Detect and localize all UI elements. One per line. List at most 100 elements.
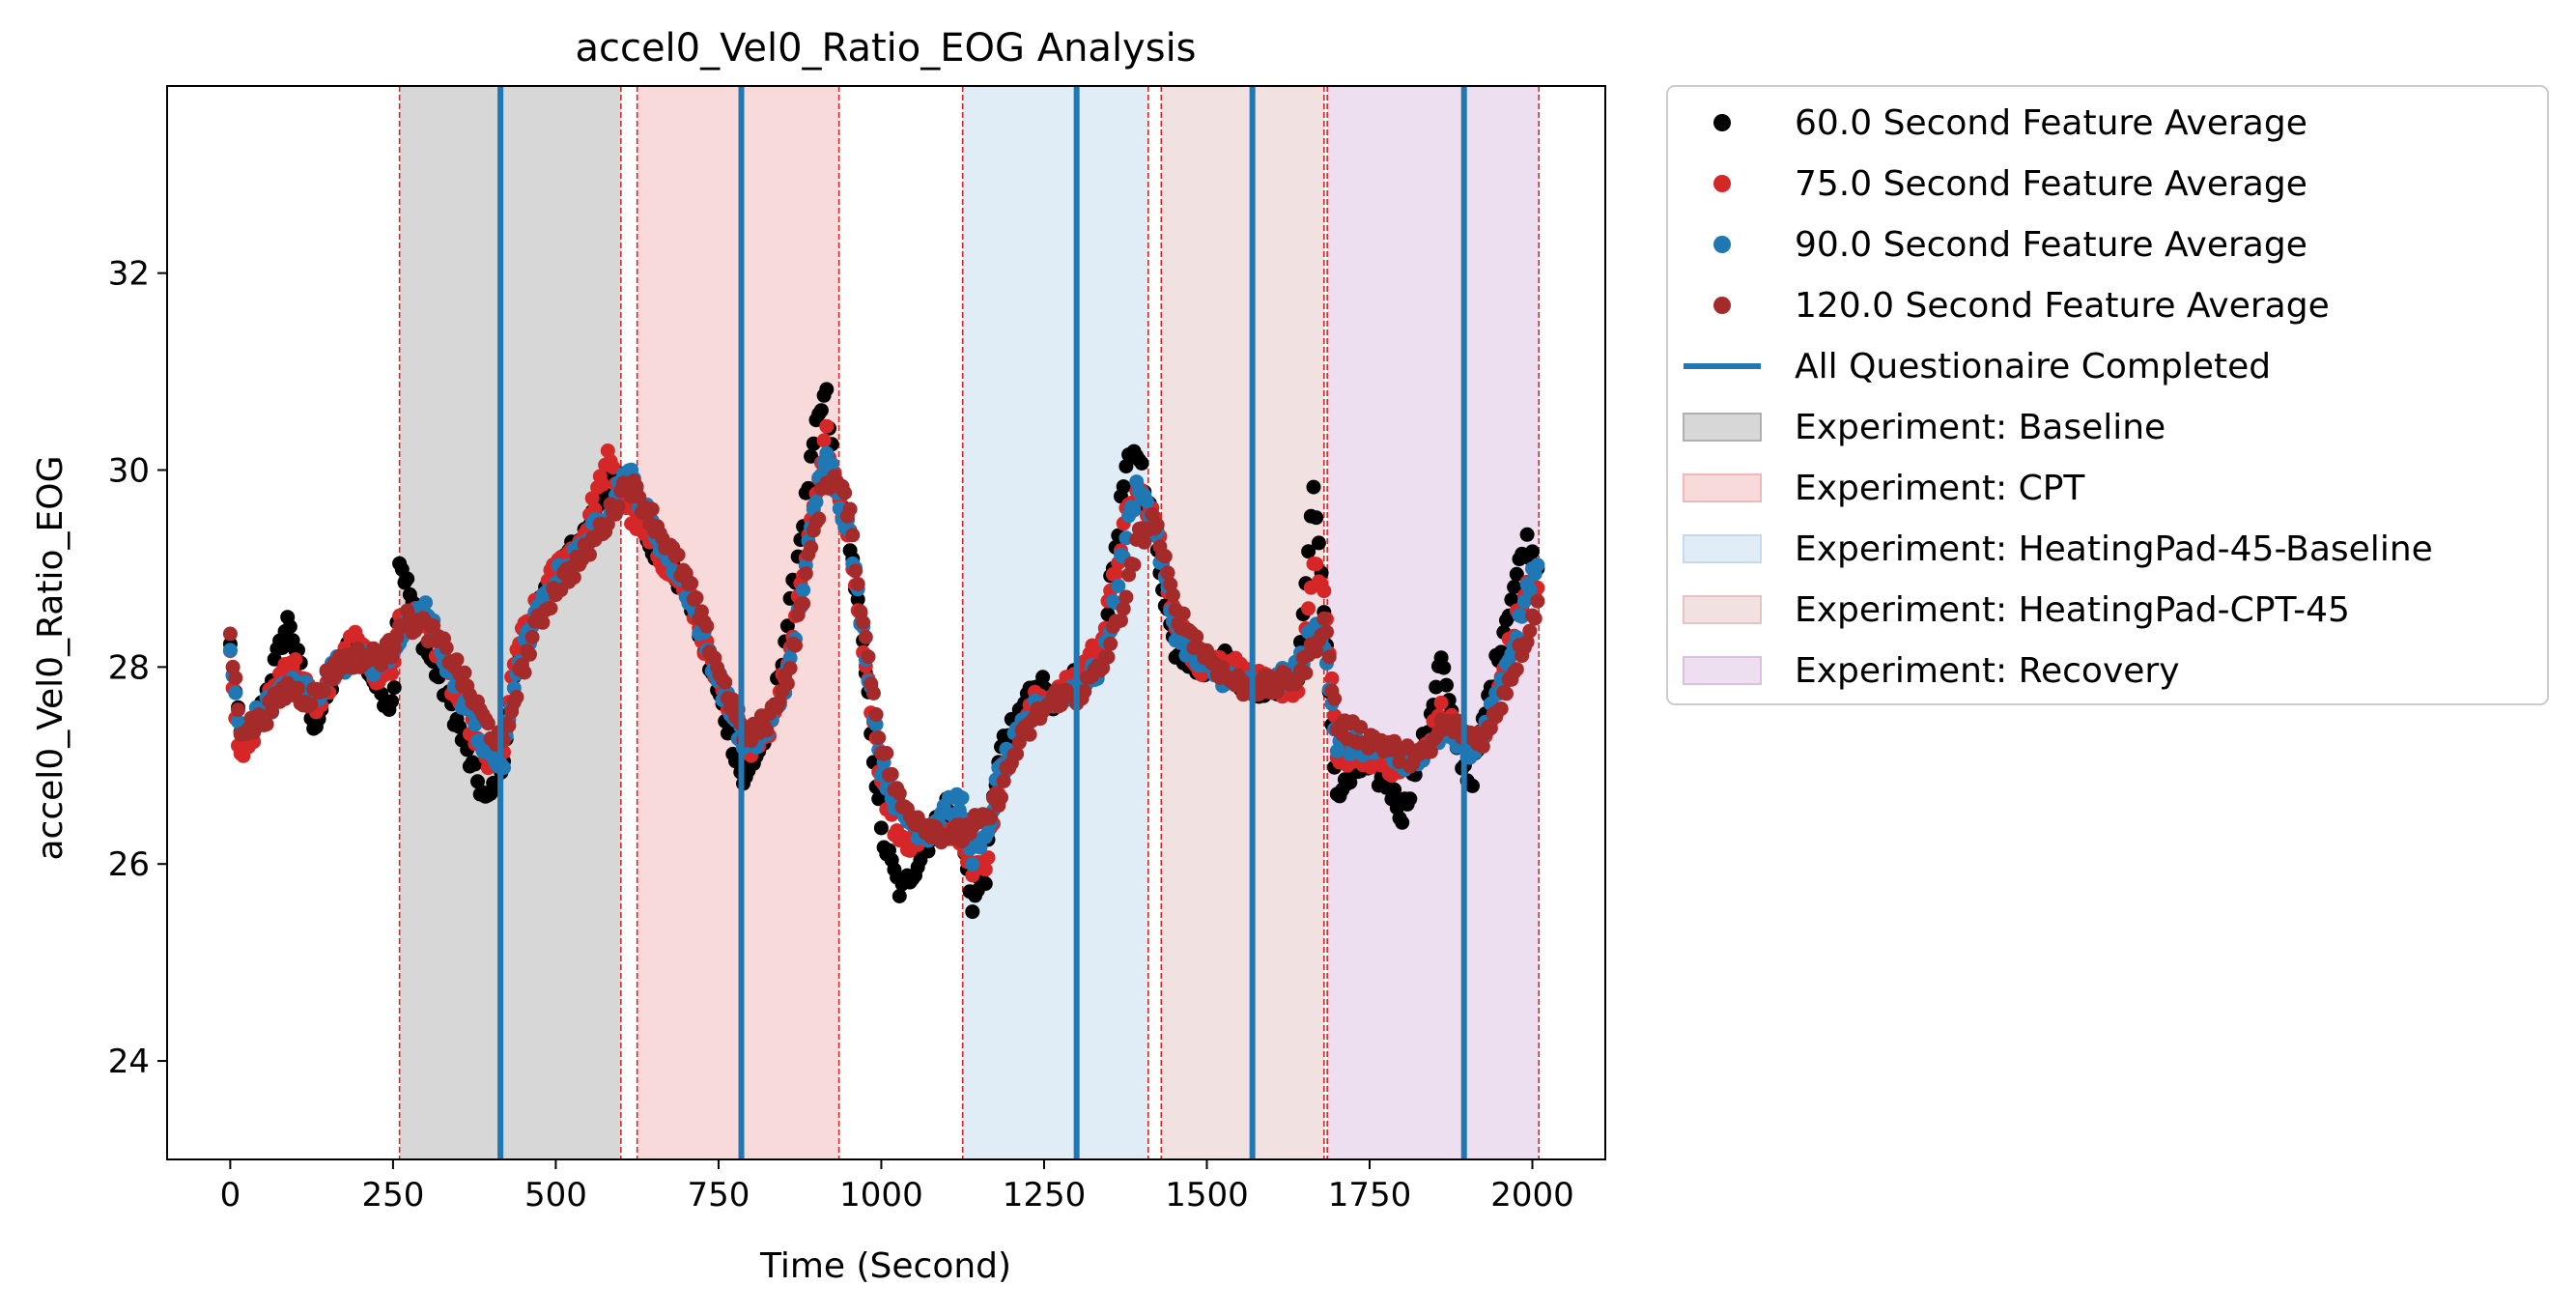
point-0-453 [1402, 791, 1418, 807]
legend-label-9: Experiment: Recovery [1795, 651, 2180, 691]
x-tick-label-8: 2000 [1490, 1176, 1574, 1215]
point-1-62 [384, 666, 400, 681]
point-3-359 [1157, 549, 1173, 564]
point-3-371 [1189, 629, 1204, 644]
point-3-302 [1009, 746, 1025, 761]
point-1-229 [819, 418, 835, 434]
point-3-247 [865, 685, 881, 700]
legend-label-7: Experiment: HeatingPad-45-Baseline [1795, 529, 2433, 569]
y-tick-label-4: 32 [108, 255, 150, 294]
point-1-465 [1433, 695, 1449, 710]
point-0-492 [1504, 592, 1519, 608]
x-axis: 0 250 500 750 1000 1250 1500 1750 2000 [220, 1159, 1574, 1215]
plot-area [166, 85, 1606, 1160]
point-3-36 [316, 683, 331, 699]
legend-label-1: 75.0 Second Feature Average [1795, 164, 2307, 204]
x-axis-label: Time (Second) [759, 1246, 1011, 1286]
point-3-420 [1316, 611, 1332, 626]
point-3-239 [845, 528, 861, 543]
point-3-502 [1530, 593, 1545, 609]
legend-entry-7: Experiment: HeatingPad-45-Baseline [1683, 529, 2433, 569]
point-2-231 [824, 456, 839, 472]
point-0-214 [779, 618, 795, 634]
x-tick-label-3: 750 [687, 1176, 750, 1215]
legend-label-4: All Questionaire Completed [1795, 347, 2271, 386]
point-3-31 [303, 697, 319, 712]
legend-label-0: 60.0 Second Feature Average [1795, 103, 2307, 143]
point-3-494 [1509, 662, 1524, 677]
point-3-220 [796, 596, 811, 612]
point-3-244 [858, 629, 873, 644]
point-0-343 [1116, 479, 1131, 495]
point-0-430 [1343, 775, 1358, 790]
point-3-422 [1321, 649, 1337, 665]
point-3-424 [1327, 691, 1343, 706]
legend-marker-2 [1713, 236, 1731, 253]
legend-marker-8 [1683, 595, 1762, 624]
point-1-147 [606, 460, 621, 475]
x-tick-label-7: 1750 [1328, 1176, 1412, 1215]
point-3-214 [779, 676, 795, 691]
point-0-63 [386, 680, 402, 696]
point-1-423 [1324, 671, 1340, 686]
point-2-347 [1126, 502, 1142, 518]
point-0-498 [1519, 527, 1535, 542]
point-3-501 [1527, 611, 1543, 626]
point-0-223 [804, 448, 819, 464]
point-3-3 [231, 702, 245, 718]
point-0-477 [1465, 778, 1480, 793]
point-3-297 [996, 773, 1011, 788]
point-0-257 [892, 889, 907, 903]
point-0-23 [282, 619, 297, 634]
legend-marker-0 [1713, 114, 1731, 131]
point-3-58 [374, 657, 389, 672]
point-0-241 [850, 591, 865, 607]
point-0-62 [384, 694, 400, 709]
point-3-113 [517, 665, 532, 680]
point-3-351 [1137, 534, 1152, 550]
point-3-296 [994, 789, 1008, 805]
point-0-447 [1387, 782, 1402, 797]
point-3-183 [699, 618, 715, 634]
legend-marker-1 [1713, 175, 1731, 192]
point-3-434 [1353, 720, 1369, 735]
point-3-226 [811, 511, 827, 527]
point-3-413 [1298, 666, 1314, 680]
legend-entry-6: Experiment: CPT [1683, 469, 2085, 508]
point-3-257 [892, 786, 907, 801]
point-1-291 [980, 850, 996, 866]
point-3-328 [1077, 684, 1092, 700]
point-0-268 [920, 843, 936, 859]
x-tick-label-5: 1250 [1003, 1176, 1087, 1215]
point-3-338 [1103, 636, 1118, 651]
point-2-502 [1530, 557, 1545, 573]
point-0-414 [1301, 544, 1316, 559]
point-0-94 [467, 757, 483, 772]
legend-entry-9: Experiment: Recovery [1683, 651, 2180, 691]
point-3-64 [389, 630, 405, 645]
point-3-488 [1493, 701, 1509, 716]
point-3-417 [1309, 643, 1324, 659]
point-3-107 [501, 718, 517, 733]
legend-box [1666, 85, 2549, 705]
point-0-20 [274, 641, 290, 655]
legend-marker-7 [1683, 534, 1762, 563]
point-3-116 [524, 630, 540, 644]
legend-label-6: Experiment: CPT [1795, 469, 2085, 508]
point-3-120 [535, 615, 551, 630]
point-3-172 [670, 547, 686, 562]
point-2-499 [1522, 582, 1538, 597]
point-1-414 [1301, 601, 1316, 616]
y-tick-label-1: 26 [108, 845, 150, 884]
y-tick-label-3: 30 [108, 452, 150, 491]
point-3-87 [449, 652, 465, 668]
point-3-179 [689, 590, 704, 606]
point-0-290 [977, 876, 993, 892]
point-0-450 [1395, 815, 1410, 830]
point-3-223 [804, 540, 819, 556]
point-3-303 [1011, 734, 1027, 750]
point-3-292 [983, 811, 999, 826]
point-1-25 [288, 652, 303, 668]
point-3-215 [782, 661, 798, 675]
